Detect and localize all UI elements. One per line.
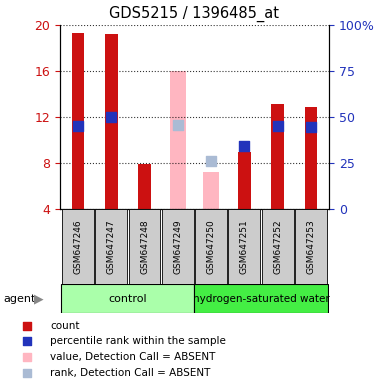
Bar: [295, 209, 327, 284]
Bar: [138, 164, 151, 209]
Bar: [62, 209, 94, 284]
Bar: [203, 172, 219, 209]
Bar: [169, 71, 186, 209]
Bar: [305, 107, 317, 209]
Text: GSM647249: GSM647249: [173, 219, 182, 274]
Text: count: count: [50, 321, 80, 331]
Bar: [72, 33, 84, 209]
Bar: [195, 209, 227, 284]
Title: GDS5215 / 1396485_at: GDS5215 / 1396485_at: [109, 6, 280, 22]
Bar: [95, 209, 127, 284]
Text: control: control: [109, 293, 147, 304]
Point: [75, 123, 81, 129]
Bar: [105, 34, 117, 209]
Text: ▶: ▶: [34, 292, 44, 305]
Text: hydrogen-saturated water: hydrogen-saturated water: [192, 293, 329, 304]
Bar: [162, 209, 194, 284]
Bar: [129, 209, 161, 284]
Text: GSM647251: GSM647251: [240, 219, 249, 274]
Text: GSM647252: GSM647252: [273, 219, 282, 274]
Text: GSM647248: GSM647248: [140, 219, 149, 274]
Point: [275, 123, 281, 129]
Text: percentile rank within the sample: percentile rank within the sample: [50, 336, 226, 346]
Text: value, Detection Call = ABSENT: value, Detection Call = ABSENT: [50, 352, 216, 362]
Bar: [262, 209, 294, 284]
Text: GSM647247: GSM647247: [107, 219, 116, 274]
Text: GSM647250: GSM647250: [207, 219, 216, 274]
Bar: [238, 152, 251, 209]
Point: [175, 122, 181, 128]
Bar: [61, 284, 194, 313]
Point: [308, 124, 314, 131]
Bar: [228, 209, 260, 284]
Bar: [194, 284, 328, 313]
Point: [208, 158, 214, 164]
Bar: [271, 104, 284, 209]
Text: agent: agent: [4, 293, 36, 304]
Text: GSM647246: GSM647246: [74, 219, 82, 274]
Text: rank, Detection Call = ABSENT: rank, Detection Call = ABSENT: [50, 367, 211, 377]
Point: [241, 143, 248, 149]
Text: GSM647253: GSM647253: [306, 219, 315, 274]
Point: [108, 114, 114, 120]
